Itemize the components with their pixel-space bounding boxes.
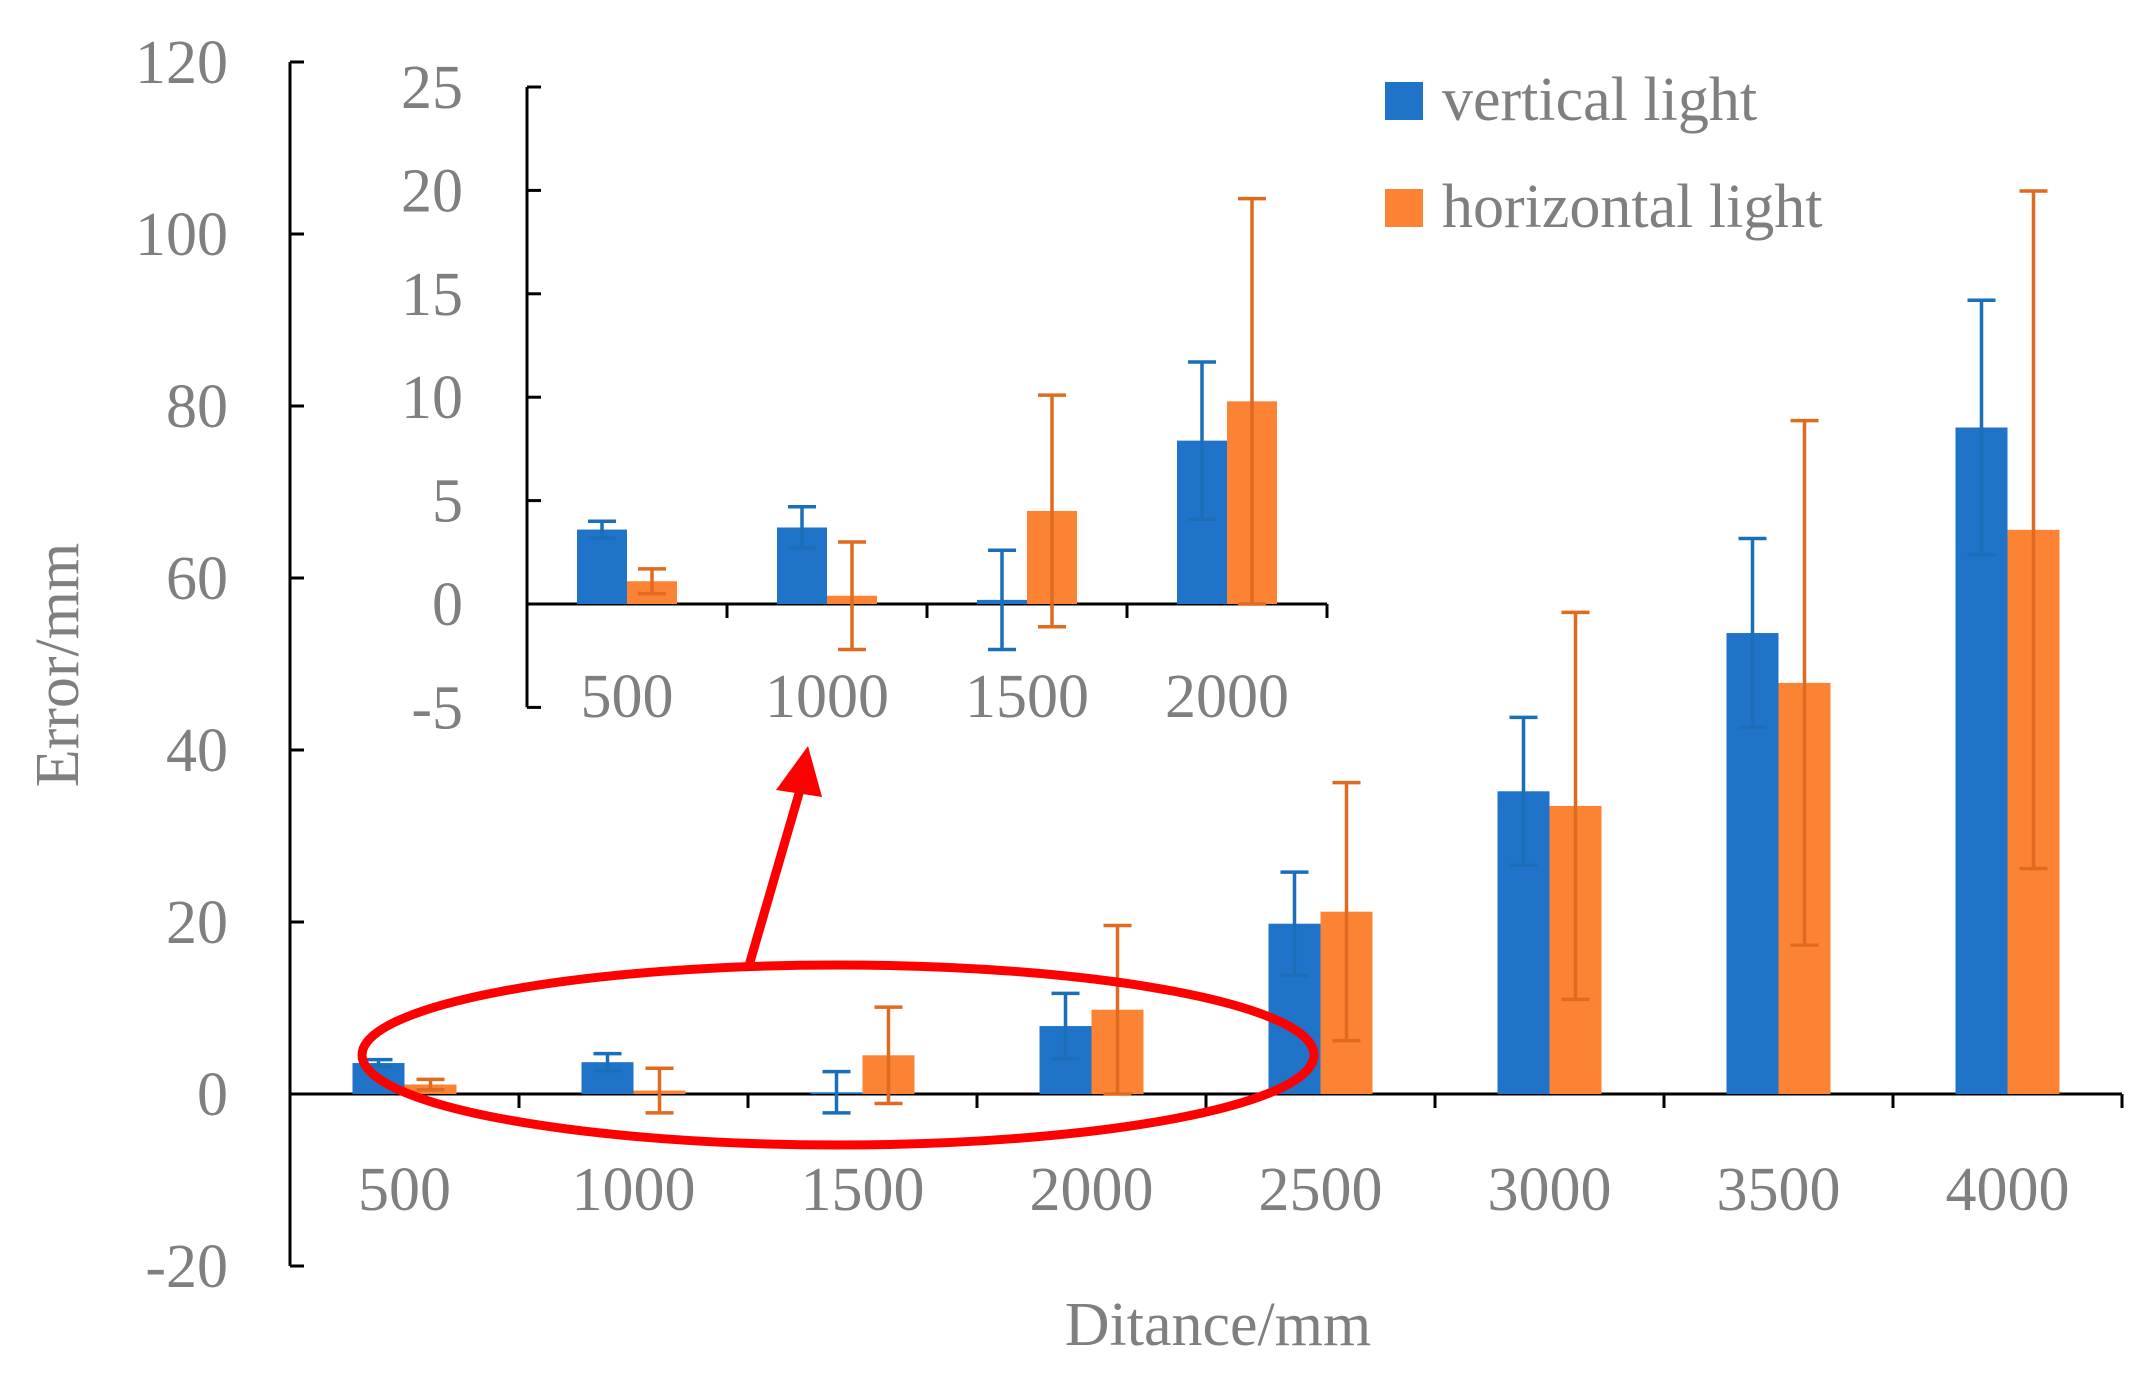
legend-swatch-vertical [1385,82,1423,120]
main-y-tick-label: 80 [166,373,228,441]
inset-y-tick-label: 20 [401,157,463,225]
main-x-tick-label: 2000 [1030,1156,1154,1224]
highlight-arrow-shaft [745,785,805,967]
inset-x-tick-label: 500 [581,663,674,731]
main-y-tick-label: 20 [166,889,228,957]
x-axis-title: Ditance/mm [1065,1291,1371,1359]
main-x-tick-label: 3500 [1717,1156,1841,1224]
inset-x-tick-label: 1000 [765,663,889,731]
main-y-tick-label: 60 [166,545,228,613]
highlight-annotation [357,746,1319,1150]
main-y-tick-label: 100 [135,201,228,269]
legend-label-vertical: vertical light [1442,66,1757,134]
main-x-tick-label: 2500 [1259,1156,1383,1224]
main-x-tick-label: 4000 [1946,1156,2070,1224]
main-x-tick-label: 1000 [572,1156,696,1224]
inset-plot: 25 20 15 10 5 0 -5 500 1000 1500 2000 [401,40,1340,760]
main-x-tick-label: 1500 [801,1156,925,1224]
inset-x-tick-label: 1500 [965,663,1089,731]
inset-y-tick-label: 5 [432,468,463,536]
legend: vertical light horizontal light [1385,66,1823,241]
main-y-tick-label: -20 [145,1233,228,1301]
main-x-tick-label: 500 [358,1156,451,1224]
inset-background [440,40,1340,760]
highlight-ellipse [357,960,1319,1150]
main-x-tick-label: 3000 [1488,1156,1612,1224]
inset-x-tick-label: 2000 [1165,663,1289,731]
highlight-arrow-head [776,746,822,797]
main-y-tick-label: 40 [166,717,228,785]
inset-y-tick-label: 25 [401,54,463,122]
inset-bar-vertical [577,529,627,604]
legend-label-horizontal: horizontal light [1442,173,1823,241]
main-y-tick-label: 120 [135,29,228,97]
inset-y-tick-label: -5 [411,674,463,742]
y-axis-title: Error/mm [24,543,92,788]
inset-y-tick-label: 10 [401,364,463,432]
main-y-tick-label: 0 [197,1061,228,1129]
inset-y-tick-label: 15 [401,261,463,329]
legend-swatch-horizontal [1385,189,1423,227]
inset-y-tick-label: 0 [432,571,463,639]
